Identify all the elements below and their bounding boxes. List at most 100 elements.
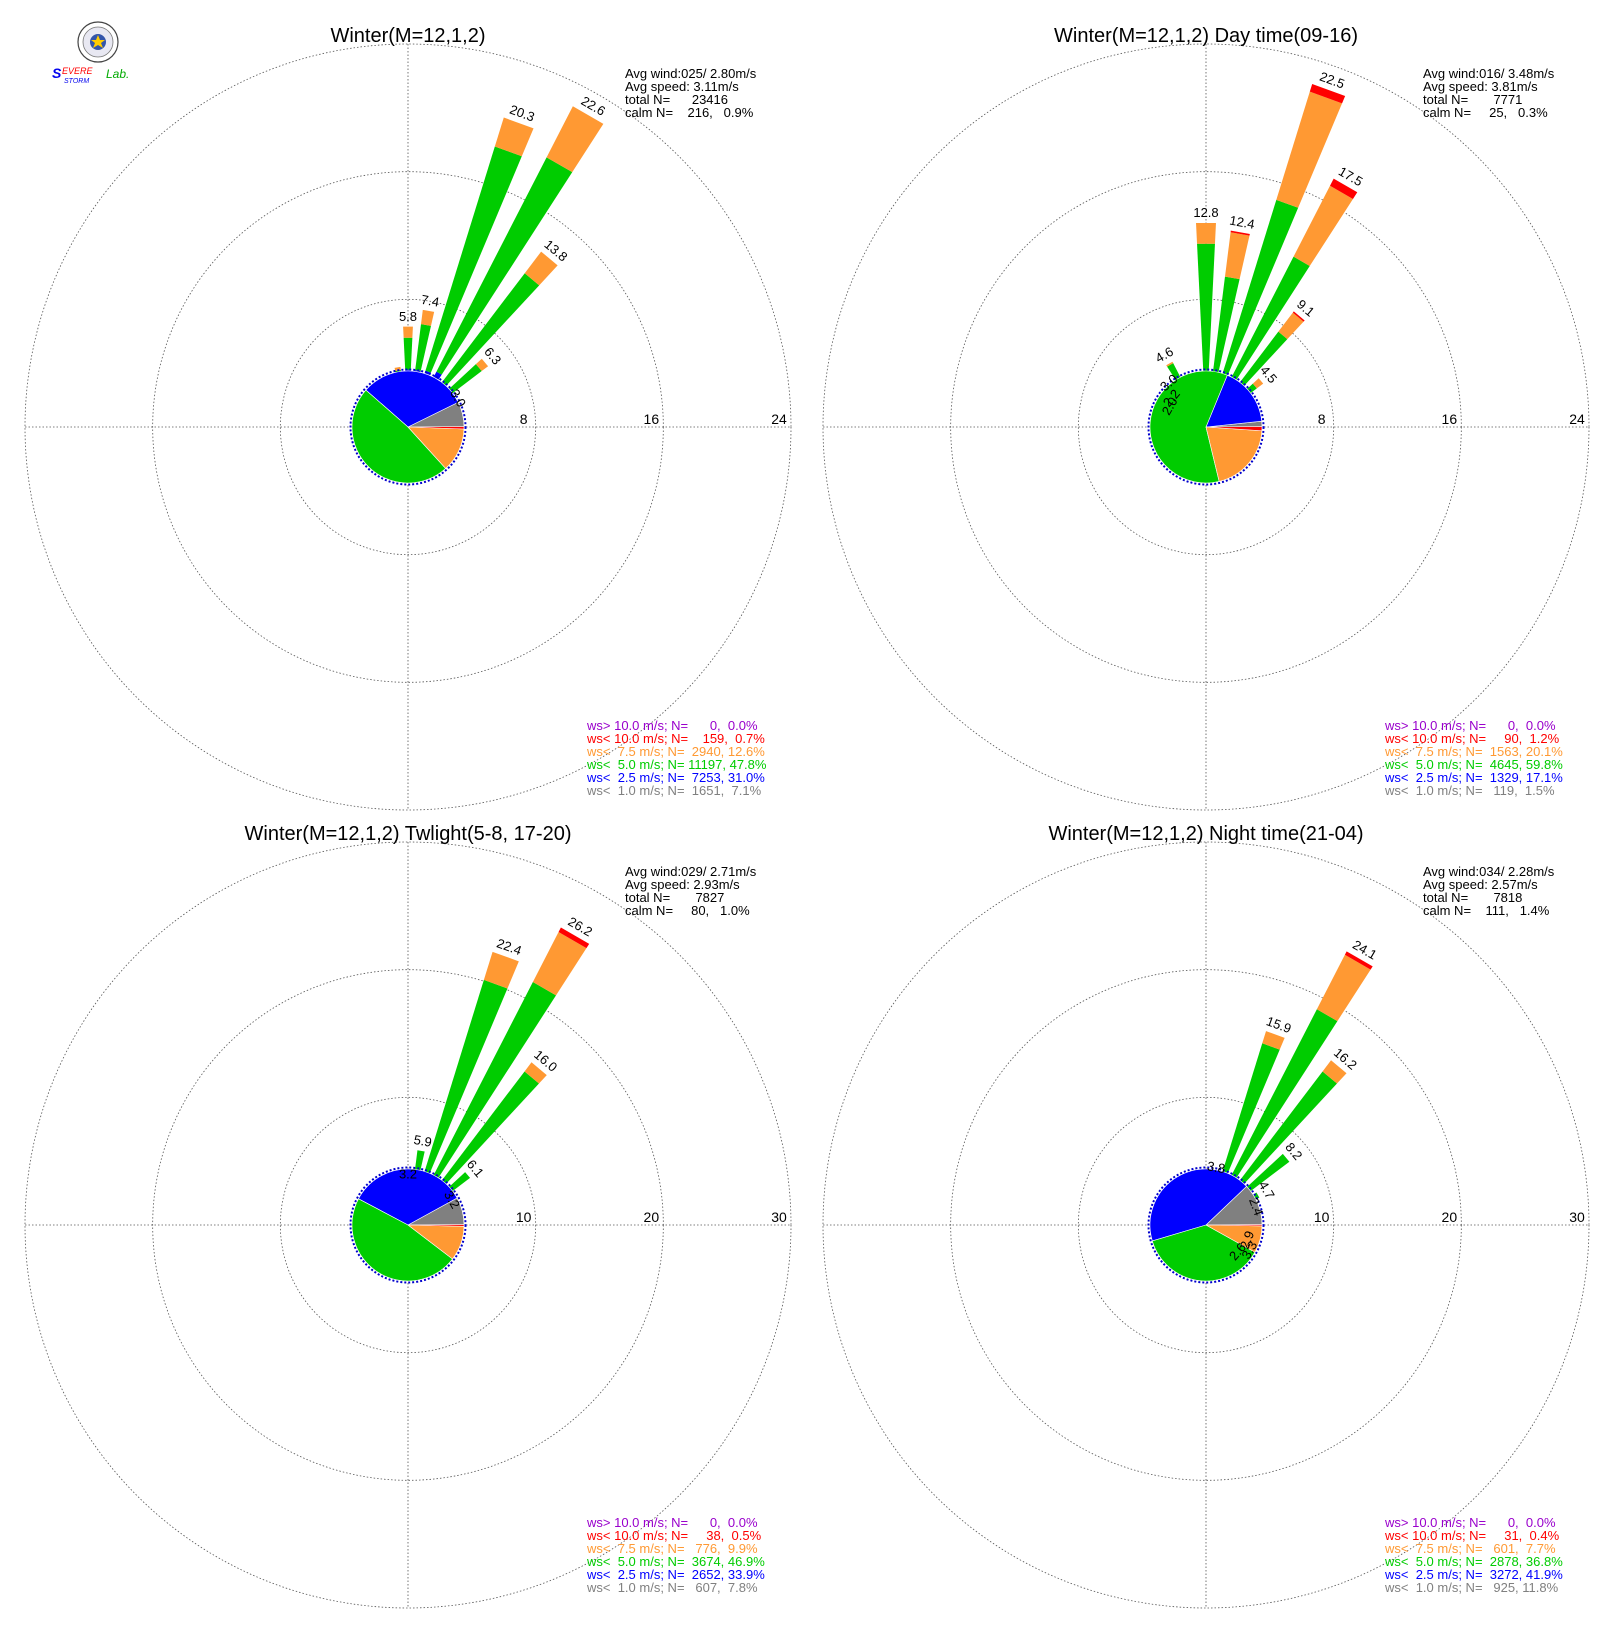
legend-lt5: ws< 5.0 m/s; N= 3674, 46.9% <box>586 1554 765 1569</box>
svg-text:EVERE: EVERE <box>62 66 94 76</box>
pie-slice-lt5 <box>1149 370 1228 484</box>
ring-30 <box>822 841 1590 1609</box>
bar-label: 5.9 <box>413 1132 433 1150</box>
legend-lt10: ws< 10.0 m/s; N= 159, 0.7% <box>586 731 765 746</box>
stats-line: Avg wind:034/ 2.28m/s <box>1423 864 1555 879</box>
legend-lt7_5: ws< 7.5 m/s; N= 601, 7.7% <box>1384 1541 1556 1556</box>
pie-slice-lt10 <box>407 1224 465 1227</box>
pie-slice-lt5 <box>351 389 447 484</box>
bar-segment-0-lt5 <box>403 337 413 370</box>
pie-slice-lt10 <box>1205 426 1263 432</box>
pie-slice-lt2_5 <box>365 370 459 428</box>
stats-line: Avg speed: 3.81m/s <box>1423 79 1538 94</box>
pie-rim <box>349 1166 467 1284</box>
wind-rose-1: 8 16 245.87.420.3 22.613.86.33.0Winter(M=12… <box>24 25 792 811</box>
bar-segment-10-lt7_5 <box>421 309 435 326</box>
bar-segment-40-lt7_5 <box>1322 1060 1347 1084</box>
pie-rim <box>1147 1166 1265 1284</box>
legend-lt2_5: ws< 2.5 m/s; N= 3272, 41.9% <box>1384 1567 1563 1582</box>
stats-line: total N= 7818 <box>1423 890 1522 905</box>
bar-segment-50-lt7_5 <box>475 358 489 372</box>
legend-lt5: ws< 5.0 m/s; N= 11197, 47.8% <box>586 757 767 772</box>
bar-segment-40-lt5 <box>436 1071 539 1191</box>
bar-segment-30-lt5 <box>1216 256 1310 407</box>
ring-8 <box>279 298 537 556</box>
legend-lt5: ws< 5.0 m/s; N= 2878, 36.8% <box>1384 1554 1563 1569</box>
stats-line: Avg speed: 2.93m/s <box>625 877 740 892</box>
svg-text:Lab.: Lab. <box>106 67 129 81</box>
bar-segment-50-lt5 <box>445 364 482 397</box>
ring-label: 30 <box>1569 1209 1585 1225</box>
ring-label: 30 <box>771 1209 787 1225</box>
stats-line: Avg wind:016/ 3.48m/s <box>1423 66 1555 81</box>
bar-segment-30-lt10 <box>1330 178 1358 199</box>
legend-lt1: ws< 1.0 m/s; N= 607, 7.8% <box>586 1580 758 1595</box>
bar-label: 12.4 <box>1228 213 1256 232</box>
ring-label: 16 <box>1442 411 1458 427</box>
panel-title: Winter(M=12,1,2) Day time(09-16) <box>1054 25 1358 47</box>
bar-segment-20-lt7_5 <box>1276 91 1343 208</box>
pie-slice-lt2_5 <box>1205 374 1263 428</box>
severe-storm-lab-logo: S EVERE STORM Lab. <box>52 21 129 85</box>
bar-label: 3.8 <box>1206 1158 1226 1176</box>
legend-lt10: ws< 10.0 m/s; N= 31, 0.4% <box>1384 1528 1560 1543</box>
pie-slice-lt5 <box>351 1198 453 1282</box>
pie-slice-lt10 <box>407 426 465 430</box>
ring-label: 24 <box>771 411 787 427</box>
bar-segment-10-lt5 <box>415 324 431 371</box>
bar-segment-50-lt7_5 <box>1252 378 1264 389</box>
legend-gt10: ws> 10.0 m/s; N= 0, 0.0% <box>586 718 758 733</box>
bar-segment-20-lt5 <box>425 146 522 373</box>
bar-segment-0-lt7_5 <box>403 326 413 338</box>
bar-segment-40-lt7_5 <box>524 1062 547 1084</box>
bar-segment-330-lt7_5 <box>1166 361 1174 367</box>
ring-label: 20 <box>644 1209 660 1225</box>
pie-rim <box>1147 368 1265 486</box>
legend-lt7_5: ws< 7.5 m/s; N= 776, 9.9% <box>586 1541 758 1556</box>
bar-segment-30-lt5 <box>1231 1009 1338 1179</box>
pie-slice-lt7_5 <box>1205 426 1263 482</box>
bar-segment-0-lt7_5 <box>1196 222 1216 244</box>
bar-segment-40-lt5 <box>1238 1071 1337 1186</box>
legend-lt2_5: ws< 2.5 m/s; N= 2652, 33.9% <box>586 1567 765 1582</box>
legend-lt7_5: ws< 7.5 m/s; N= 2940, 12.6% <box>586 744 765 759</box>
stats-line: calm N= 80, 1.0% <box>625 903 750 918</box>
ring-8 <box>1077 298 1335 556</box>
legend-gt10: ws> 10.0 m/s; N= 0, 0.0% <box>1384 718 1556 733</box>
stats-line: total N= 23416 <box>625 92 728 107</box>
ring-label: 20 <box>1442 1209 1458 1225</box>
bar-segment-30-lt5 <box>436 157 573 375</box>
stats-line: Avg speed: 3.11m/s <box>625 79 739 94</box>
bar-segment-30-lt7_5 <box>1293 185 1353 267</box>
svg-text:STORM: STORM <box>64 78 89 85</box>
bar-segment-30-lt7_5 <box>1316 954 1371 1022</box>
bar-segment-10-lt7_5 <box>1225 232 1250 280</box>
ring-24 <box>822 43 1590 811</box>
pie-slice-lt10 <box>1205 1224 1263 1227</box>
bar-segment-10-lt10 <box>1230 230 1250 236</box>
stats-line: calm N= 216, 0.9% <box>625 105 754 120</box>
bar-label: 5.8 <box>399 309 417 324</box>
ring-10 <box>279 1096 537 1354</box>
bar-segment-30-lt7_5 <box>532 932 587 996</box>
pie-slice-lt5 <box>1151 1224 1256 1282</box>
legend-lt2_5: ws< 2.5 m/s; N= 7253, 31.0% <box>586 770 765 785</box>
bar-segment-40-lt7_5 <box>1278 312 1304 340</box>
ring-label: 16 <box>644 411 660 427</box>
bar-segment-20-lt7_5 <box>483 951 519 989</box>
bar-segment-40-lt5 <box>441 273 540 387</box>
stats-line: Avg wind:025/ 2.80m/s <box>625 66 757 81</box>
pie-rim <box>349 368 467 486</box>
stats-line: total N= 7827 <box>625 890 724 905</box>
stats-line: calm N= 25, 0.3% <box>1423 105 1548 120</box>
bar-segment-20-lt7_5 <box>494 117 534 157</box>
legend-lt5: ws< 5.0 m/s; N= 4645, 59.8% <box>1384 757 1563 772</box>
ring-10 <box>1077 1096 1335 1354</box>
svg-text:S: S <box>52 65 62 81</box>
bar-segment-40-lt10 <box>1292 311 1305 322</box>
bar-label: 2.4 <box>1246 1196 1266 1218</box>
stats-line: calm N= 111, 1.4% <box>1423 903 1550 918</box>
bar-segment-20-lt5 <box>1212 199 1299 407</box>
bar-segment-20-lt7_5 <box>1262 1031 1285 1050</box>
